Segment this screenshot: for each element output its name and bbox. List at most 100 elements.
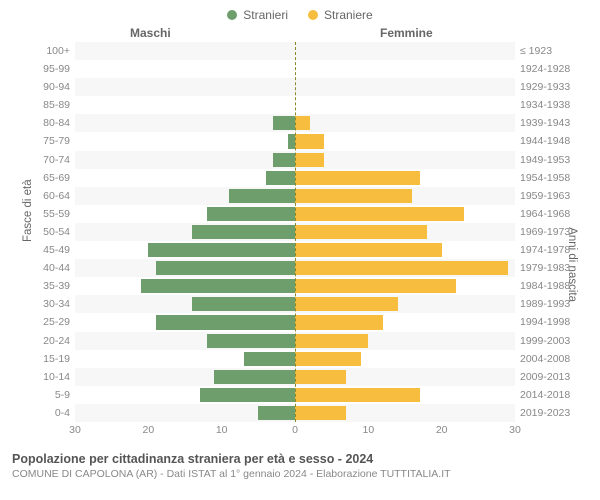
x-tick: 20 [436, 424, 448, 436]
legend-item-male: Stranieri [227, 8, 288, 22]
birth-label: 1984-1988 [520, 277, 580, 295]
age-label: 35-39 [20, 277, 70, 295]
age-label: 95-99 [20, 60, 70, 78]
center-line [295, 42, 296, 422]
bar-male [207, 207, 295, 221]
birth-label: 2019-2023 [520, 404, 580, 422]
age-label: 45-49 [20, 241, 70, 259]
bar-male [156, 261, 295, 275]
birth-label: 1944-1948 [520, 132, 580, 150]
pyramid-row: 0-42019-2023 [20, 404, 580, 422]
pyramid-row: 55-591964-1968 [20, 205, 580, 223]
pyramid-row: 85-89 1934-1938 [20, 96, 580, 114]
bar-female [295, 352, 361, 366]
age-label: 25-29 [20, 313, 70, 331]
bar-female [295, 279, 456, 293]
x-axis: 3020100102030 [20, 424, 580, 442]
age-label: 60-64 [20, 187, 70, 205]
bar-female [295, 207, 464, 221]
header-female: Femmine [380, 26, 433, 40]
pyramid-row: 75-79 1944-1948 [20, 132, 580, 150]
bar-male [244, 352, 295, 366]
age-label: 5-9 [20, 386, 70, 404]
bar-male [273, 153, 295, 167]
birth-label: 2004-2008 [520, 350, 580, 368]
age-label: 30-34 [20, 295, 70, 313]
birth-label: 1959-1963 [520, 187, 580, 205]
bar-male [200, 388, 295, 402]
legend-label-male: Stranieri [243, 8, 288, 22]
bar-female [295, 406, 346, 420]
bar-female [295, 116, 310, 130]
birth-label: 1999-2003 [520, 332, 580, 350]
birth-label: 2009-2013 [520, 368, 580, 386]
bar-male [192, 225, 295, 239]
age-label: 80-84 [20, 114, 70, 132]
bar-female [295, 334, 368, 348]
pyramid-row: 95-991924-1928 [20, 60, 580, 78]
chart-area: Fasce di età Anni di nascita 100+≤ 19239… [20, 42, 580, 442]
birth-label: 1989-1993 [520, 295, 580, 313]
birth-label: 1954-1958 [520, 169, 580, 187]
pyramid-row: 65-69 1954-1958 [20, 169, 580, 187]
bar-female [295, 261, 508, 275]
bar-male [141, 279, 295, 293]
bar-female [295, 388, 420, 402]
chart-subtitle: COMUNE DI CAPOLONA (AR) - Dati ISTAT al … [12, 468, 588, 480]
pyramid-row: 100+≤ 1923 [20, 42, 580, 60]
x-tick: 20 [142, 424, 154, 436]
birth-label: 1939-1943 [520, 114, 580, 132]
age-label: 55-59 [20, 205, 70, 223]
pyramid-row: 35-39 1984-1988 [20, 277, 580, 295]
bar-male [192, 297, 295, 311]
bar-female [295, 243, 442, 257]
pyramid-row: 25-29 1994-1998 [20, 313, 580, 331]
age-label: 65-69 [20, 169, 70, 187]
bar-female [295, 297, 398, 311]
chart-title: Popolazione per cittadinanza straniera p… [12, 452, 588, 466]
bar-female [295, 171, 420, 185]
bar-male [258, 406, 295, 420]
bar-male [156, 315, 295, 329]
legend-item-female: Straniere [308, 8, 373, 22]
age-label: 10-14 [20, 368, 70, 386]
bar-male [214, 370, 295, 384]
age-label: 85-89 [20, 96, 70, 114]
bar-male [229, 189, 295, 203]
header-male: Maschi [130, 26, 171, 40]
pyramid-row: 30-34 1989-1993 [20, 295, 580, 313]
pyramid-row: 60-64 1959-1963 [20, 187, 580, 205]
footer: Popolazione per cittadinanza straniera p… [12, 452, 588, 480]
column-headers: Maschi Femmine [0, 26, 600, 42]
bar-male [288, 134, 295, 148]
bar-female [295, 189, 412, 203]
pyramid-row: 5-9 2014-2018 [20, 386, 580, 404]
age-label: 100+ [20, 42, 70, 60]
legend-label-female: Straniere [324, 8, 373, 22]
bar-female [295, 370, 346, 384]
age-label: 90-94 [20, 78, 70, 96]
bar-male [148, 243, 295, 257]
age-label: 15-19 [20, 350, 70, 368]
birth-label: 1994-1998 [520, 313, 580, 331]
birth-label: 1934-1938 [520, 96, 580, 114]
birth-label: 1949-1953 [520, 151, 580, 169]
x-tick: 30 [69, 424, 81, 436]
bar-male [207, 334, 295, 348]
bar-female [295, 153, 324, 167]
pyramid-row: 20-24 1999-2003 [20, 332, 580, 350]
x-tick: 10 [216, 424, 228, 436]
bar-female [295, 134, 324, 148]
age-label: 20-24 [20, 332, 70, 350]
legend: Stranieri Straniere [0, 0, 600, 26]
pyramid-row: 10-14 2009-2013 [20, 368, 580, 386]
birth-label: 1969-1973 [520, 223, 580, 241]
birth-label: 1929-1933 [520, 78, 580, 96]
pyramid-row: 70-741949-1953 [20, 151, 580, 169]
plot: 100+≤ 192395-991924-192890-941929-193385… [20, 42, 580, 422]
pyramid-row: 15-19 2004-2008 [20, 350, 580, 368]
birth-label: 2014-2018 [520, 386, 580, 404]
age-label: 75-79 [20, 132, 70, 150]
bar-female [295, 225, 427, 239]
pyramid-row: 80-84 1939-1943 [20, 114, 580, 132]
